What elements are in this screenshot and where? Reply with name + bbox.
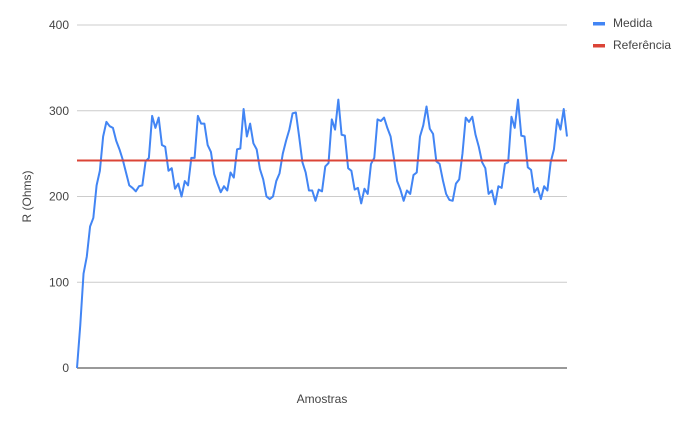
x-axis-title: Amostras xyxy=(297,392,348,406)
y-tick-label: 0 xyxy=(62,361,69,375)
series-line-medida xyxy=(76,98,568,369)
legend[interactable]: Medida Referência xyxy=(593,16,671,52)
series-lines xyxy=(76,98,568,369)
y-tick-label: 100 xyxy=(49,275,69,289)
legend-item-referencia[interactable]: Referência xyxy=(593,38,671,52)
legend-item-medida[interactable]: Medida xyxy=(593,16,653,30)
y-tick-labels: 0 100 200 300 400 xyxy=(49,18,69,375)
legend-swatch xyxy=(593,22,605,26)
legend-swatch xyxy=(593,44,605,48)
y-tick-label: 400 xyxy=(49,18,69,32)
y-tick-label: 300 xyxy=(49,104,69,118)
y-axis-title: R (Ohms) xyxy=(20,171,34,223)
gridlines xyxy=(77,24,567,283)
y-tick-label: 200 xyxy=(49,190,69,204)
legend-label: Medida xyxy=(613,16,653,30)
legend-label: Referência xyxy=(613,38,671,52)
